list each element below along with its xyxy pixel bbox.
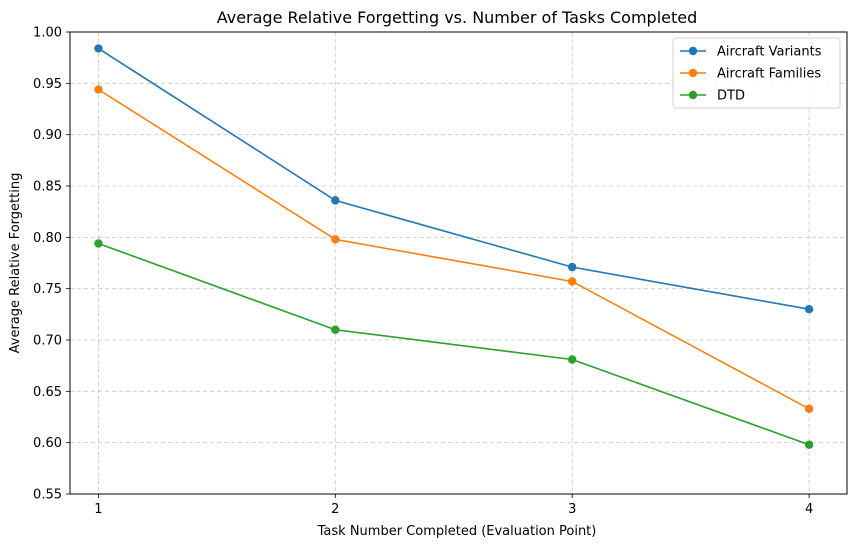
y-tick-label: 0.70	[33, 334, 62, 349]
y-tick-label: 0.90	[33, 128, 62, 143]
data-point-aircraft-variants	[804, 305, 814, 314]
legend-marker-dtd	[688, 90, 698, 100]
x-axis-label: Task Number Completed (Evaluation Point)	[317, 524, 597, 539]
data-point-dtd	[804, 440, 814, 449]
data-point-aircraft-families	[331, 235, 340, 244]
y-axis-label: Average Relative Forgetting	[8, 173, 23, 354]
series-aircraft-families	[94, 85, 814, 413]
series-aircraft-variants	[94, 44, 814, 314]
series-lines	[94, 44, 814, 449]
x-tick-label: 3	[568, 502, 576, 517]
legend-box	[672, 37, 841, 109]
chart-title: Average Relative Forgetting vs. Number o…	[217, 8, 698, 27]
legend-label-aircraft-families: Aircraft Families	[717, 67, 821, 82]
x-tick-label: 1	[94, 502, 102, 517]
legend-label-aircraft-variants: Aircraft Variants	[717, 45, 822, 60]
data-point-aircraft-variants	[94, 44, 103, 53]
series-line-aircraft-families	[97, 88, 810, 410]
data-point-aircraft-families	[568, 277, 577, 286]
data-point-aircraft-variants	[331, 196, 340, 205]
y-tick-label: 0.75	[33, 282, 62, 297]
legend-marker-aircraft-families	[688, 68, 698, 78]
data-point-dtd	[568, 355, 577, 364]
x-tick-label: 2	[331, 502, 339, 517]
y-tick-label: 0.80	[33, 231, 62, 246]
legend-marker-aircraft-variants	[688, 46, 698, 56]
axis-ticks: 0.55 0.60 0.65 0.70 0.75 0.80 0.85 0.90 0.95 1.00…	[33, 26, 813, 518]
y-tick-label: 0.85	[33, 180, 62, 195]
x-tick-label: 4	[805, 502, 813, 517]
series-dtd	[94, 239, 814, 449]
data-point-dtd	[331, 325, 340, 334]
legend-label-dtd: DTD	[717, 89, 745, 104]
y-tick-label: 0.95	[33, 77, 62, 92]
data-point-aircraft-families	[804, 404, 814, 413]
series-line-dtd	[98, 242, 810, 446]
y-tick-label: 0.60	[33, 436, 62, 451]
legend: Aircraft Variants Aircraft Families DTD	[672, 37, 841, 109]
y-tick-label: 0.55	[33, 488, 62, 503]
y-tick-label: 1.00	[33, 26, 62, 41]
y-tick-label: 0.65	[33, 385, 62, 400]
series-line-aircraft-variants	[97, 47, 810, 310]
data-point-aircraft-variants	[568, 262, 577, 272]
data-point-aircraft-families	[94, 85, 103, 94]
plot-frame	[69, 31, 848, 495]
data-point-dtd	[94, 239, 103, 248]
